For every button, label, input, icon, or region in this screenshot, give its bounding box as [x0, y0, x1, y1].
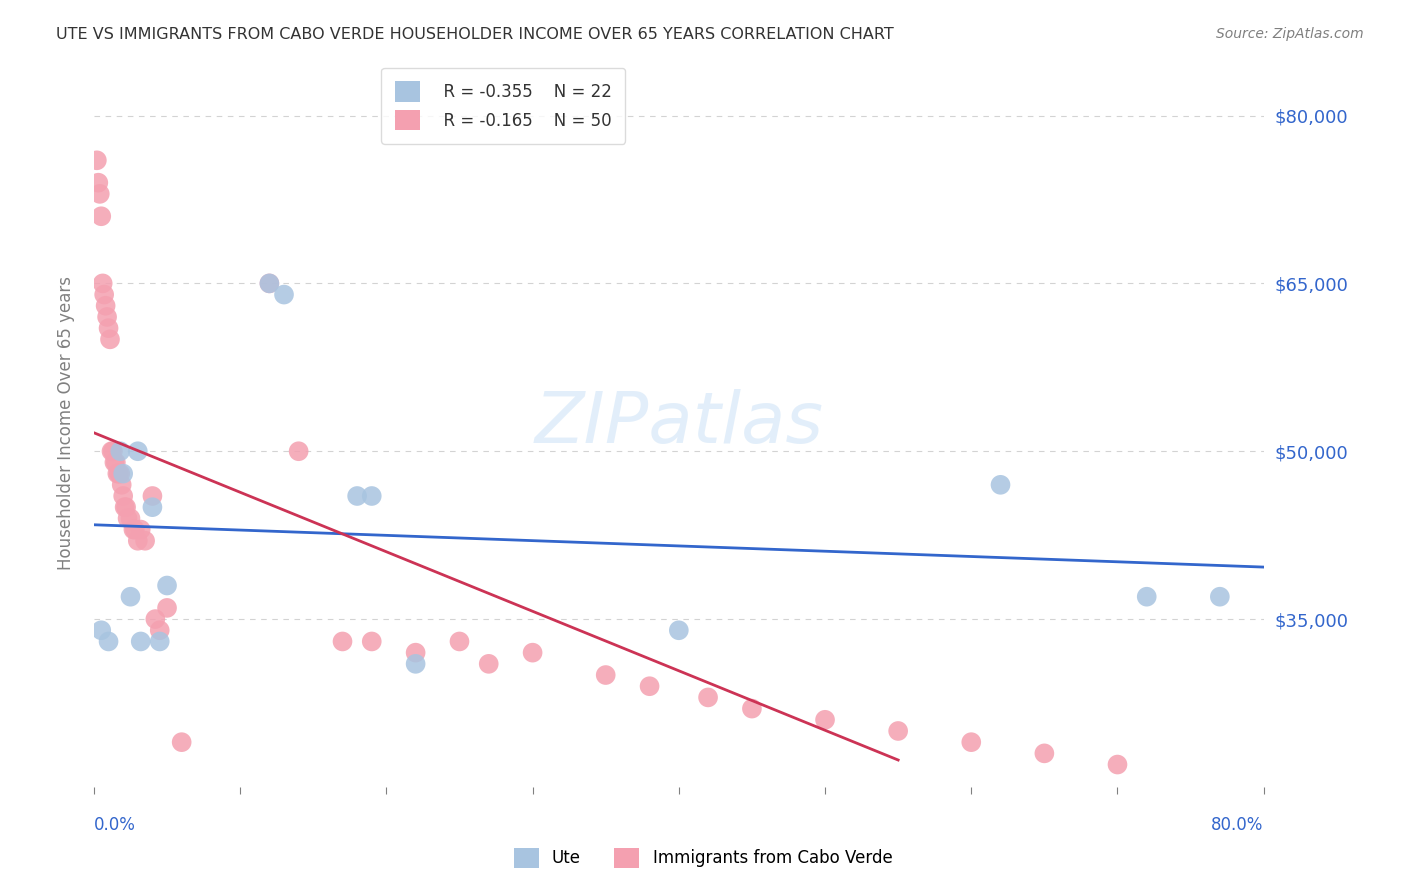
Point: [960, 735, 983, 749]
Y-axis label: Householder Income Over 65 years: Householder Income Over 65 years: [58, 277, 75, 570]
Point: [259, 277, 281, 291]
Point: [86, 153, 108, 168]
Point: [346, 489, 368, 503]
Point: [117, 511, 139, 525]
Point: [273, 287, 295, 301]
Point: [127, 444, 149, 458]
Point: [143, 612, 166, 626]
Point: [114, 500, 136, 515]
Point: [110, 444, 132, 458]
Point: [115, 500, 138, 515]
Point: [1209, 590, 1232, 604]
Point: [89, 186, 111, 201]
Point: [595, 668, 617, 682]
Point: [990, 478, 1012, 492]
Point: [124, 523, 146, 537]
Point: [287, 444, 309, 458]
Point: [332, 634, 354, 648]
Point: [90, 624, 112, 638]
Point: [1107, 757, 1129, 772]
Point: [111, 478, 134, 492]
Legend: Ute, Immigrants from Cabo Verde: Ute, Immigrants from Cabo Verde: [508, 841, 898, 875]
Point: [129, 523, 152, 537]
Text: 80.0%: 80.0%: [1212, 816, 1264, 834]
Point: [887, 723, 910, 738]
Point: [97, 634, 120, 648]
Point: [149, 624, 172, 638]
Point: [156, 600, 179, 615]
Point: [1136, 590, 1159, 604]
Point: [668, 624, 690, 638]
Point: [94, 299, 117, 313]
Point: [103, 455, 125, 469]
Point: [129, 634, 152, 648]
Text: UTE VS IMMIGRANTS FROM CABO VERDE HOUSEHOLDER INCOME OVER 65 YEARS CORRELATION C: UTE VS IMMIGRANTS FROM CABO VERDE HOUSEH…: [56, 27, 894, 42]
Point: [741, 701, 763, 715]
Point: [360, 489, 382, 503]
Point: [141, 489, 163, 503]
Point: [96, 310, 118, 324]
Legend:   R = -0.355    N = 22,   R = -0.165    N = 50: R = -0.355 N = 22, R = -0.165 N = 50: [381, 68, 626, 144]
Point: [405, 657, 427, 671]
Point: [100, 444, 122, 458]
Point: [110, 467, 132, 481]
Point: [360, 634, 382, 648]
Point: [105, 467, 128, 481]
Point: [814, 713, 837, 727]
Point: [107, 467, 129, 481]
Point: [97, 321, 120, 335]
Text: Source: ZipAtlas.com: Source: ZipAtlas.com: [1216, 27, 1364, 41]
Point: [91, 277, 114, 291]
Point: [120, 511, 142, 525]
Point: [478, 657, 501, 671]
Point: [522, 646, 544, 660]
Point: [141, 500, 163, 515]
Point: [170, 735, 193, 749]
Point: [112, 489, 135, 503]
Point: [156, 578, 179, 592]
Point: [149, 634, 172, 648]
Point: [93, 287, 115, 301]
Text: ZIPatlas: ZIPatlas: [534, 389, 824, 458]
Point: [104, 455, 127, 469]
Point: [120, 590, 142, 604]
Point: [134, 533, 156, 548]
Point: [697, 690, 720, 705]
Point: [122, 523, 145, 537]
Point: [90, 209, 112, 223]
Point: [127, 533, 149, 548]
Point: [98, 332, 121, 346]
Point: [112, 467, 135, 481]
Point: [87, 176, 110, 190]
Point: [638, 679, 661, 693]
Point: [1033, 747, 1056, 761]
Point: [259, 277, 281, 291]
Point: [405, 646, 427, 660]
Point: [101, 444, 124, 458]
Text: 0.0%: 0.0%: [94, 816, 136, 834]
Point: [449, 634, 471, 648]
